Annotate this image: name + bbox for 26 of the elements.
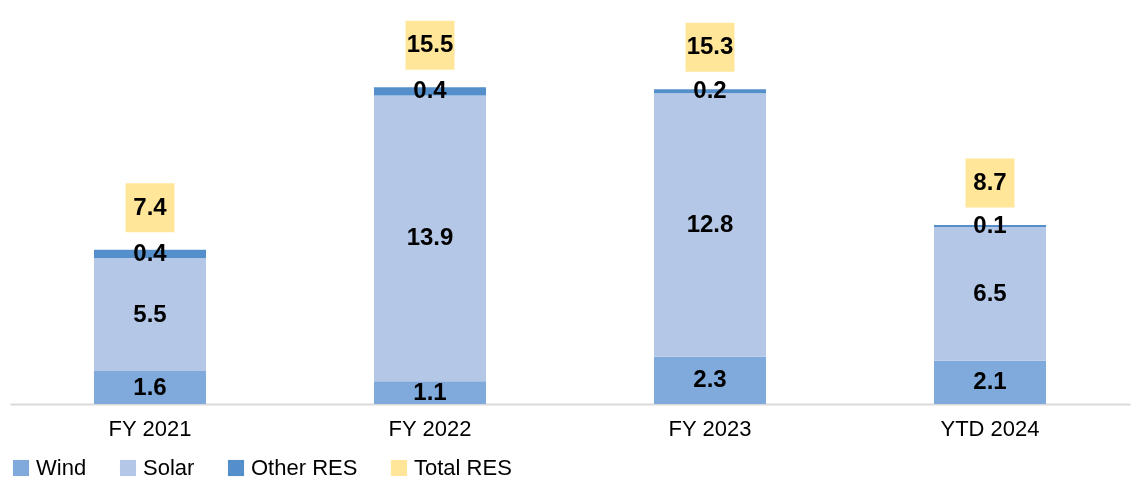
total-label: 15.3	[686, 32, 734, 60]
data-label: 1.1	[413, 377, 447, 405]
data-label: 0.1	[973, 211, 1007, 239]
total-label: 8.7	[973, 168, 1007, 196]
data-label: 2.1	[973, 367, 1007, 395]
legend-label: Other RES	[251, 455, 358, 480]
data-label: 2.3	[693, 365, 727, 393]
data-label: 13.9	[406, 223, 454, 251]
data-label: 12.8	[686, 210, 734, 238]
legend-label: Solar	[143, 455, 195, 480]
x-tick-label: FY 2021	[108, 415, 192, 441]
bar	[374, 381, 486, 404]
bar	[94, 371, 206, 404]
legend-label: Wind	[36, 455, 87, 480]
bar	[934, 360, 1046, 404]
data-label: 5.5	[133, 299, 167, 327]
total-label: 15.5	[406, 30, 454, 58]
x-tick-label: FY 2023	[668, 415, 752, 441]
total-label: 7.4	[133, 192, 168, 220]
bar	[654, 356, 766, 404]
data-label: 0.2	[693, 76, 727, 104]
legend-label: Total RES	[414, 455, 512, 480]
x-tick-label: YTD 2024	[940, 415, 1040, 441]
data-label: 1.6	[133, 372, 167, 400]
data-label: 6.5	[973, 278, 1007, 306]
x-tick-label: FY 2022	[388, 415, 472, 441]
